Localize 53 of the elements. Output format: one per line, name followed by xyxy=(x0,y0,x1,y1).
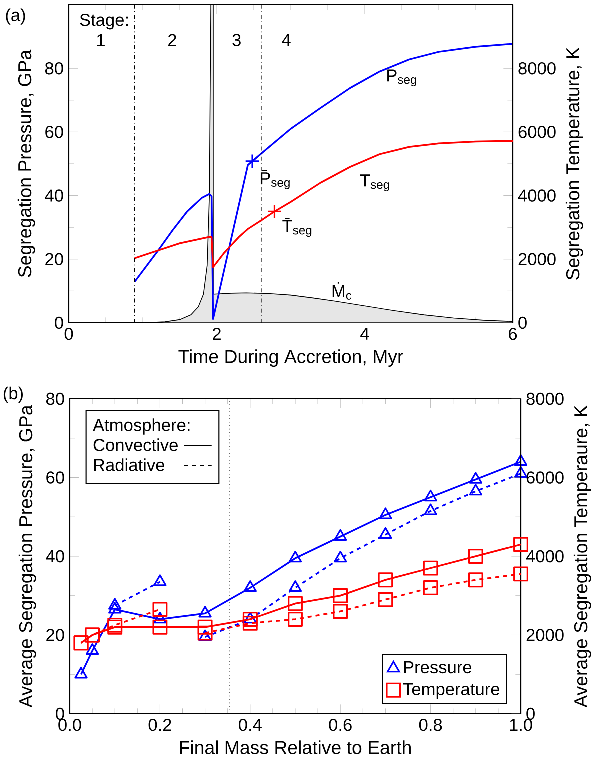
y2-tick-label: 8000 xyxy=(518,62,556,75)
series-label: T$_{seg}$ xyxy=(360,174,390,192)
y-tick-label: 20 xyxy=(46,629,64,642)
y-tick-label: 40 xyxy=(45,190,64,202)
annotation: Stage: xyxy=(80,14,128,30)
annotation: Convective xyxy=(94,438,178,452)
x-tick-label: 1.0 xyxy=(510,718,532,732)
x-tick-label: 0.2 xyxy=(148,718,172,732)
y2-tick-label: 0 xyxy=(526,708,535,720)
y2-tick-label: 4000 xyxy=(526,550,564,563)
x-tick-label: 0.0 xyxy=(58,718,82,732)
annotation: 2 xyxy=(168,34,176,46)
series-label: T̄$_{seg}$ xyxy=(282,218,312,238)
y2-axis-title: Average Segregation Temperaure, K xyxy=(574,405,592,708)
text: (a) xyxy=(6,8,26,25)
annotation: Radiative xyxy=(94,458,164,472)
x-axis-title: Final Mass Relative to Earth xyxy=(180,740,411,754)
x-tick-label: 0 xyxy=(64,328,74,340)
annotation: 3 xyxy=(232,34,241,46)
y-tick-label: 0 xyxy=(56,708,64,720)
y2-tick-label: 6000 xyxy=(526,472,564,484)
y2-tick-label: 2000 xyxy=(518,253,556,266)
y-tick-label: 20 xyxy=(46,253,64,266)
x-axis-title: Time During Accretion, Myr xyxy=(178,350,404,368)
series-label: P$_{seg}$ xyxy=(388,70,416,87)
y-tick-label: 0 xyxy=(55,316,64,330)
y-axis-title: Average Segregation Pressure, GPa xyxy=(18,405,36,708)
y2-axis-title: Segregation Temperature, K xyxy=(566,48,584,280)
x-tick-label: 0.4 xyxy=(239,718,262,732)
legend-title: Atmosphere: xyxy=(93,418,190,435)
y2-tick-label: 8000 xyxy=(526,392,564,406)
x-tick-label: 6 xyxy=(509,328,518,340)
x-tick-label: 0.8 xyxy=(419,718,442,732)
y2-tick-label: 4000 xyxy=(518,190,556,202)
y-tick-label: 80 xyxy=(45,62,64,75)
y2-tick-label: 0 xyxy=(518,316,527,330)
legend-label: Temperature xyxy=(403,683,500,699)
y-tick-label: 80 xyxy=(46,392,64,406)
y2-tick-label: 6000 xyxy=(518,126,556,138)
series-label: Ṁ$_{c}$ xyxy=(332,282,352,300)
x-tick-label: 4 xyxy=(360,328,370,340)
annotation: 1 xyxy=(97,34,105,46)
x-tick-label: 0.6 xyxy=(329,718,352,732)
y2-tick-label: 2000 xyxy=(526,629,564,642)
y-tick-label: 40 xyxy=(46,550,64,563)
series-label: P̄$_{seg}$ xyxy=(260,170,290,190)
text: (b) xyxy=(4,386,23,404)
y-axis-title: Segregation Pressure, GPa xyxy=(18,50,36,278)
y-tick-label: 60 xyxy=(46,126,64,138)
annotation: 4 xyxy=(282,34,291,46)
x-tick-label: 2 xyxy=(213,328,221,340)
legend-label: Pressure xyxy=(404,662,472,674)
y-tick-label: 60 xyxy=(46,472,64,484)
